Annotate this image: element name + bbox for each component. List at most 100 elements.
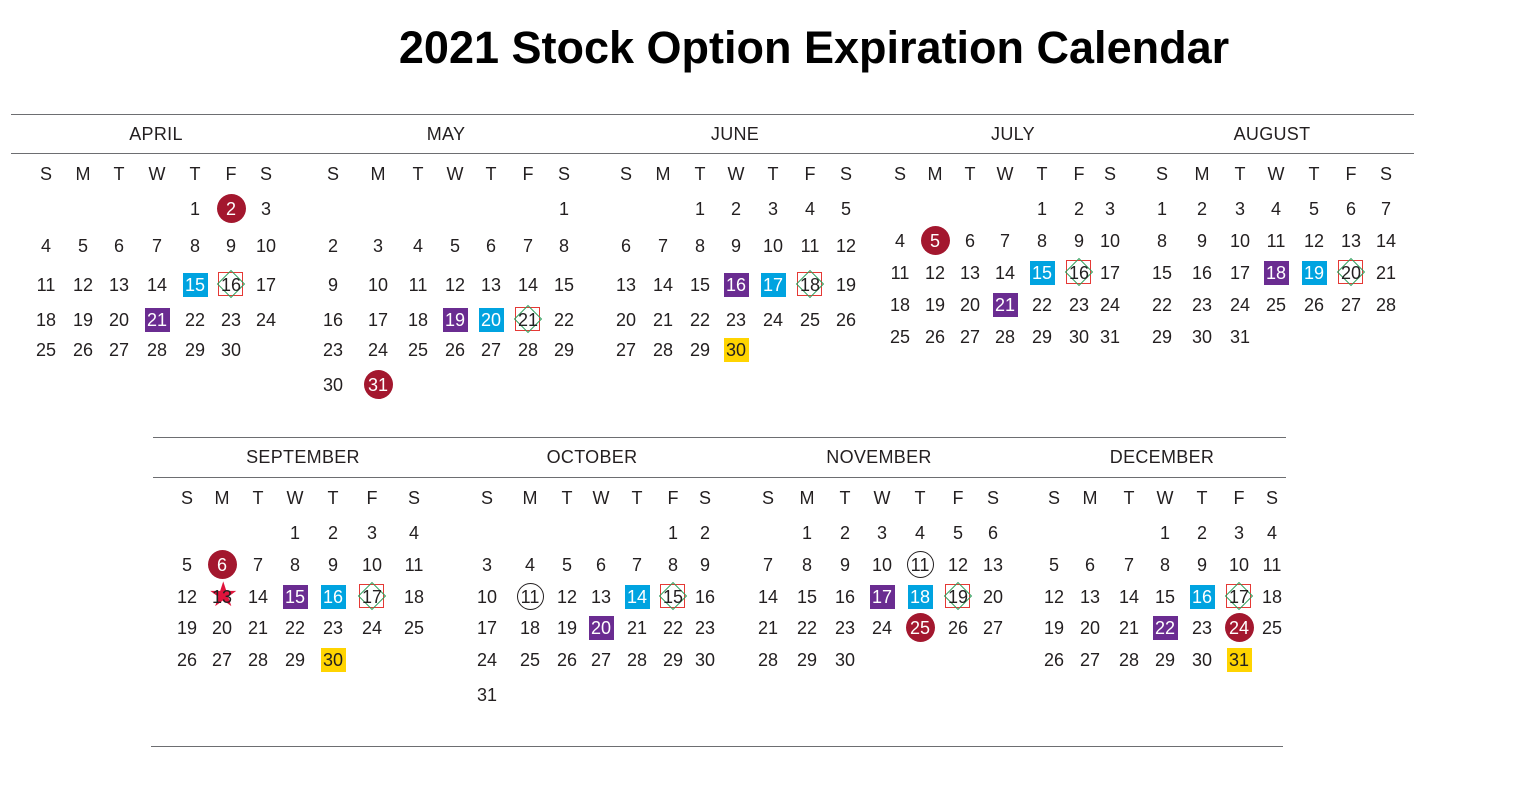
day-cell: 9 [699, 554, 710, 575]
day-cell: 24 [871, 617, 893, 638]
day-cell: 14 [517, 274, 539, 295]
weekday-label: S [326, 163, 339, 184]
month-name-july: JULY [991, 124, 1035, 144]
day-cell: 17 [476, 617, 498, 638]
day-cell: 10 [255, 235, 277, 256]
month-name-may: MAY [426, 124, 466, 144]
day-cell: 25 [889, 326, 911, 347]
day-cell: 4 [1270, 198, 1281, 219]
day-cell: 28 [757, 649, 779, 670]
day-cell: 5 [449, 235, 460, 256]
day-cell: 12 [444, 274, 466, 295]
day-cell: 3 [1234, 198, 1245, 219]
weekday-label: T [631, 487, 643, 508]
day-cell: 28 [652, 339, 674, 360]
weekday-label: W [996, 163, 1014, 184]
day-cell-purple: 16 [721, 272, 751, 298]
weekday-label: M [214, 487, 230, 508]
day-cell: 15 [796, 586, 818, 607]
day-cell: 26 [947, 617, 969, 638]
day-cell: 18 [519, 617, 541, 638]
weekday-label: T [914, 487, 926, 508]
day-cell: 1 [289, 522, 300, 543]
day-cell: 29 [1031, 326, 1053, 347]
day-cell: 26 [176, 649, 198, 670]
weekday-label: M [1194, 163, 1210, 184]
day-cell: 7 [1380, 198, 1391, 219]
day-cell-diamond: 21 [513, 307, 543, 333]
day-cell: 26 [1303, 294, 1325, 315]
weekday-label: T [1234, 163, 1246, 184]
day-cell: 15 [553, 274, 575, 295]
day-cell: 17 [367, 309, 389, 330]
day-cell: 1 [558, 198, 569, 219]
day-cell: 14 [1118, 586, 1140, 607]
weekday-label: S [761, 487, 774, 508]
day-cell-blue: 19 [1299, 260, 1329, 286]
day-cell-red: 6 [207, 550, 237, 579]
day-cell: 21 [626, 617, 648, 638]
day-cell: 12 [556, 586, 578, 607]
weekday-label: M [370, 163, 386, 184]
divider [153, 477, 1286, 478]
weekday-label: W [148, 163, 166, 184]
day-cell: 30 [1191, 326, 1213, 347]
weekday-label: W [1267, 163, 1285, 184]
day-cell: 20 [211, 617, 233, 638]
day-cell: 29 [553, 339, 575, 360]
weekday-label: T [561, 487, 573, 508]
day-cell: 26 [556, 649, 578, 670]
day-cell: 11 [1266, 230, 1286, 251]
day-cell: 24 [1099, 294, 1121, 315]
day-cell: 1 [667, 522, 678, 543]
day-cell: 3 [876, 522, 887, 543]
day-cell: 19 [72, 309, 94, 330]
day-cell: 24 [762, 309, 784, 330]
day-cell-star: 13 [207, 578, 238, 612]
day-cell: 30 [1068, 326, 1090, 347]
day-cell: 13 [1079, 586, 1101, 607]
weekday-label: F [1345, 163, 1357, 184]
day-cell-red: 24 [1224, 613, 1254, 642]
day-cell: 7 [522, 235, 533, 256]
weekday-label: F [225, 163, 237, 184]
day-cell: 13 [590, 586, 612, 607]
day-cell: 20 [959, 294, 981, 315]
day-cell-circle: 11 [905, 551, 935, 578]
day-cell: 6 [485, 235, 496, 256]
day-cell: 5 [561, 554, 572, 575]
day-cell: 12 [72, 274, 94, 295]
day-cell: 7 [999, 230, 1010, 251]
day-cell: 1 [1036, 198, 1047, 219]
day-cell: 15 [1154, 586, 1176, 607]
day-cell: 26 [924, 326, 946, 347]
month-name-october: OCTOBER [546, 447, 638, 467]
day-cell-red: 31 [363, 370, 393, 399]
day-cell: 13 [480, 274, 502, 295]
day-cell-purple: 20 [586, 615, 616, 641]
day-cell: 8 [1156, 230, 1167, 251]
day-cell: 27 [480, 339, 502, 360]
day-cell: 20 [982, 586, 1004, 607]
day-cell: 5 [77, 235, 88, 256]
day-cell: 9 [225, 235, 236, 256]
day-cell: 10 [1228, 554, 1250, 575]
day-cell-blue: 15 [180, 272, 210, 298]
day-cell: 8 [189, 235, 200, 256]
day-cell: 9 [839, 554, 850, 575]
weekday-label: M [75, 163, 91, 184]
day-cell: 23 [834, 617, 856, 638]
weekday-label: T [189, 163, 201, 184]
day-cell: 10 [871, 554, 893, 575]
weekday-label: T [1196, 487, 1208, 508]
day-cell: 18 [889, 294, 911, 315]
day-cell: 19 [176, 617, 198, 638]
weekday-label: F [366, 487, 378, 508]
day-cell: 10 [367, 274, 389, 295]
weekday-label: S [1103, 163, 1116, 184]
day-cell: 29 [184, 339, 206, 360]
day-cell: 9 [327, 554, 338, 575]
day-cell: 27 [211, 649, 233, 670]
day-cell: 30 [694, 649, 716, 670]
weekday-label: T [1123, 487, 1135, 508]
